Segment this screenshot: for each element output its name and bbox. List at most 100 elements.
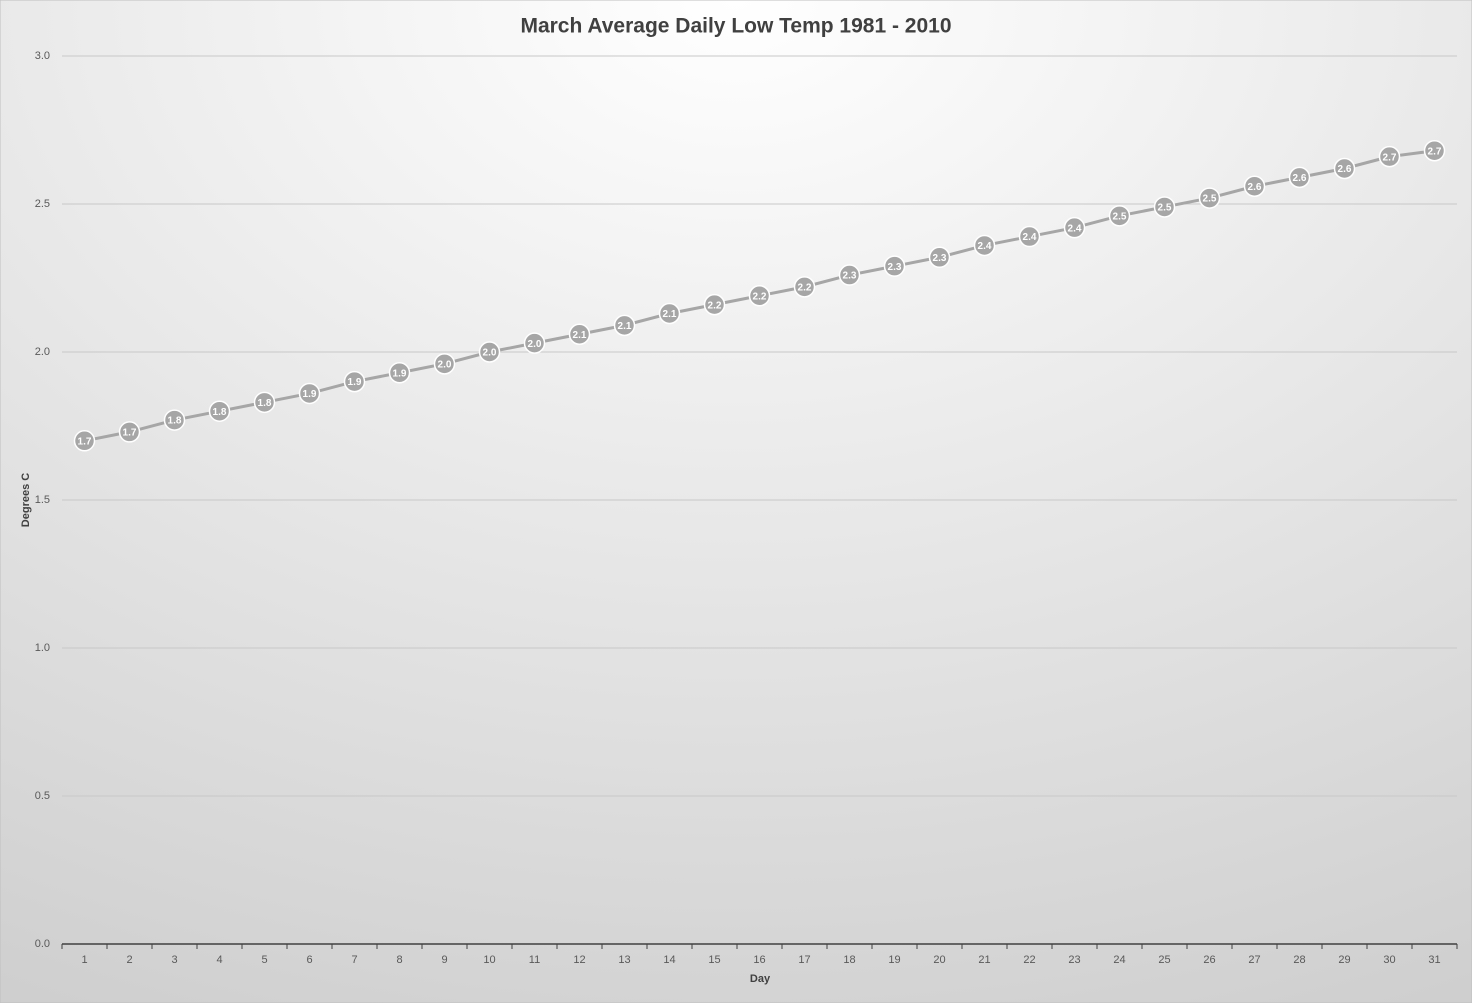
point-marker — [523, 332, 546, 354]
x-tick-label: 7 — [351, 954, 357, 966]
x-tick-label: 21 — [978, 954, 990, 966]
data-label: 2.6 — [1338, 164, 1352, 175]
data-label: 2.1 — [573, 330, 587, 341]
data-label: 1.8 — [258, 398, 272, 409]
data-label: 2.1 — [618, 321, 632, 332]
point-marker — [928, 246, 951, 269]
x-tick-label: 26 — [1203, 954, 1215, 966]
point-marker — [298, 382, 321, 405]
point-marker — [1288, 166, 1311, 189]
data-label: 2.2 — [753, 291, 767, 302]
x-tick-label: 13 — [618, 954, 630, 966]
data-label: 2.2 — [708, 300, 722, 311]
data-label: 2.2 — [798, 283, 812, 294]
data-label: 2.1 — [663, 309, 677, 320]
x-tick-label: 2 — [126, 954, 132, 966]
data-label: 2.6 — [1248, 182, 1262, 193]
y-tick-label: 3.0 — [35, 50, 50, 62]
point-marker — [748, 285, 771, 307]
point-marker — [1243, 175, 1266, 197]
point-marker — [568, 323, 591, 345]
point-marker — [613, 314, 636, 337]
x-tick-label: 22 — [1023, 954, 1035, 966]
data-label: 2.4 — [1023, 232, 1037, 243]
x-tick-label: 27 — [1248, 954, 1260, 966]
x-tick-label: 28 — [1293, 954, 1305, 966]
data-label: 1.7 — [123, 428, 137, 439]
data-label: 2.4 — [978, 241, 992, 252]
point-marker — [1063, 216, 1086, 239]
data-label: 1.7 — [78, 436, 92, 447]
point-marker — [478, 341, 501, 363]
x-tick-label: 19 — [888, 954, 900, 966]
x-tick-label: 31 — [1428, 954, 1440, 966]
point-marker — [208, 400, 231, 422]
data-label: 2.3 — [933, 253, 947, 264]
data-label: 1.8 — [213, 407, 227, 418]
x-tick-label: 30 — [1383, 954, 1395, 966]
y-axis-title: Degrees C — [20, 473, 32, 527]
data-label: 1.9 — [348, 377, 362, 388]
y-tick-label: 0.5 — [35, 790, 50, 802]
x-axis-title: Day — [750, 973, 771, 985]
point-marker — [658, 302, 681, 325]
point-marker — [1423, 139, 1446, 162]
data-label: 2.0 — [483, 348, 497, 359]
x-tick-label: 17 — [798, 954, 810, 966]
x-tick-label: 6 — [306, 954, 312, 966]
x-tick-label: 11 — [529, 954, 540, 966]
x-tick-label: 23 — [1068, 954, 1080, 966]
data-label: 2.7 — [1428, 146, 1442, 157]
data-label: 2.3 — [843, 271, 857, 282]
y-tick-label: 2.5 — [35, 198, 50, 210]
point-marker — [118, 421, 141, 443]
data-label: 2.0 — [438, 359, 452, 370]
data-label: 1.8 — [168, 416, 182, 427]
data-label: 1.9 — [303, 389, 317, 400]
data-label: 2.4 — [1068, 223, 1082, 234]
point-marker — [253, 391, 276, 414]
x-tick-label: 12 — [573, 954, 585, 966]
point-marker — [433, 353, 456, 375]
data-label: 1.9 — [393, 368, 407, 379]
data-label: 2.7 — [1383, 152, 1397, 163]
point-marker — [1108, 205, 1131, 227]
x-tick-label: 4 — [216, 954, 222, 966]
y-tick-label: 0.0 — [35, 938, 50, 950]
point-marker — [1018, 225, 1041, 248]
point-marker — [1198, 187, 1221, 209]
x-tick-label: 15 — [708, 954, 720, 966]
x-tick-label: 10 — [483, 954, 495, 966]
point-marker — [388, 361, 411, 384]
point-marker — [793, 276, 816, 298]
point-marker — [883, 255, 906, 277]
x-tick-label: 18 — [843, 954, 855, 966]
data-label: 2.5 — [1203, 194, 1217, 205]
data-label: 2.3 — [888, 262, 902, 273]
x-tick-label: 1 — [81, 954, 87, 966]
point-marker — [1333, 157, 1356, 180]
x-tick-label: 29 — [1338, 954, 1350, 966]
point-marker — [973, 234, 996, 257]
y-tick-label: 1.5 — [35, 494, 50, 506]
point-marker — [343, 370, 366, 393]
x-tick-label: 3 — [171, 954, 177, 966]
x-tick-label: 16 — [753, 954, 765, 966]
x-tick-label: 5 — [261, 954, 267, 966]
x-tick-label: 24 — [1113, 954, 1125, 966]
point-marker — [163, 409, 186, 431]
point-marker — [1153, 196, 1176, 218]
point-marker — [838, 264, 861, 286]
data-label: 2.5 — [1158, 203, 1172, 214]
x-tick-label: 25 — [1158, 954, 1170, 966]
data-label: 2.5 — [1113, 211, 1127, 222]
data-label: 2.6 — [1293, 173, 1307, 184]
x-tick-label: 20 — [933, 954, 945, 966]
x-tick-label: 8 — [396, 954, 402, 966]
x-tick-label: 9 — [441, 954, 447, 966]
chart-title: March Average Daily Low Temp 1981 - 2010 — [520, 15, 951, 38]
point-marker — [73, 430, 96, 452]
y-tick-label: 1.0 — [35, 642, 50, 654]
